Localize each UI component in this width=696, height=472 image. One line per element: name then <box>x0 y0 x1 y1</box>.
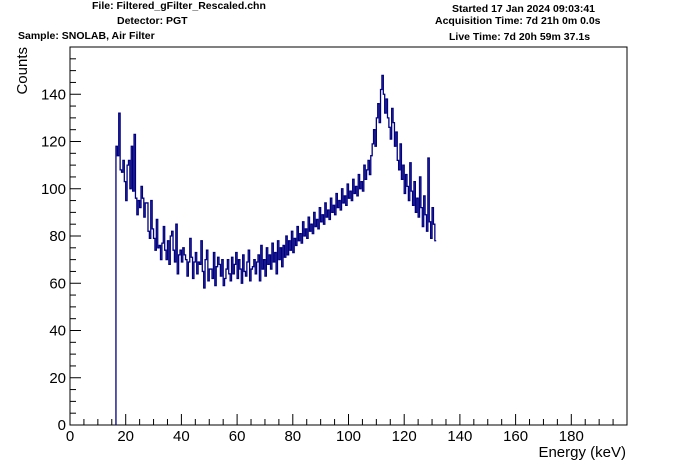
x-tick-label: 0 <box>66 428 74 445</box>
x-tick-label: 80 <box>284 428 301 445</box>
sample-label: Sample: SNOLAB, Air Filter <box>18 30 155 42</box>
x-tick-label: 140 <box>447 428 472 445</box>
x-tick-label: 180 <box>559 428 584 445</box>
x-tick-label: 60 <box>229 428 246 445</box>
y-tick-label: 20 <box>49 370 66 387</box>
live-time-label: Live Time: 7d 20h 59m 37.1s <box>449 31 591 43</box>
x-tick-label: 100 <box>336 428 361 445</box>
axis-ticks <box>69 46 628 426</box>
x-axis-title: Energy (keV) <box>538 444 626 461</box>
x-tick-label: 20 <box>117 428 134 445</box>
started-label: Started 17 Jan 2024 09:03:41 <box>452 3 596 15</box>
spectrum-line <box>115 74 437 425</box>
y-tick-label: 0 <box>58 417 66 434</box>
y-tick-label: 140 <box>41 86 66 103</box>
axis-tick-labels: 0 20 40 60 80 100 120 140 160 180 0 20 40 60 80 100 120 1… <box>41 86 584 445</box>
acquisition-time-label: Acquisition Time: 7d 21h 0m 0.0s <box>435 15 601 27</box>
y-axis-title: Counts <box>14 47 31 95</box>
y-tick-label: 120 <box>41 134 66 151</box>
x-tick-label: 120 <box>392 428 417 445</box>
y-tick-label: 60 <box>49 275 66 292</box>
file-label: File: Filtered_gFilter_Rescaled.chn <box>92 0 266 12</box>
x-tick-label: 40 <box>173 428 190 445</box>
detector-label: Detector: PGT <box>117 15 188 27</box>
x-tick-label: 160 <box>503 428 528 445</box>
y-tick-label: 100 <box>41 181 66 198</box>
y-tick-label: 40 <box>49 323 66 340</box>
y-tick-label: 80 <box>49 228 66 245</box>
